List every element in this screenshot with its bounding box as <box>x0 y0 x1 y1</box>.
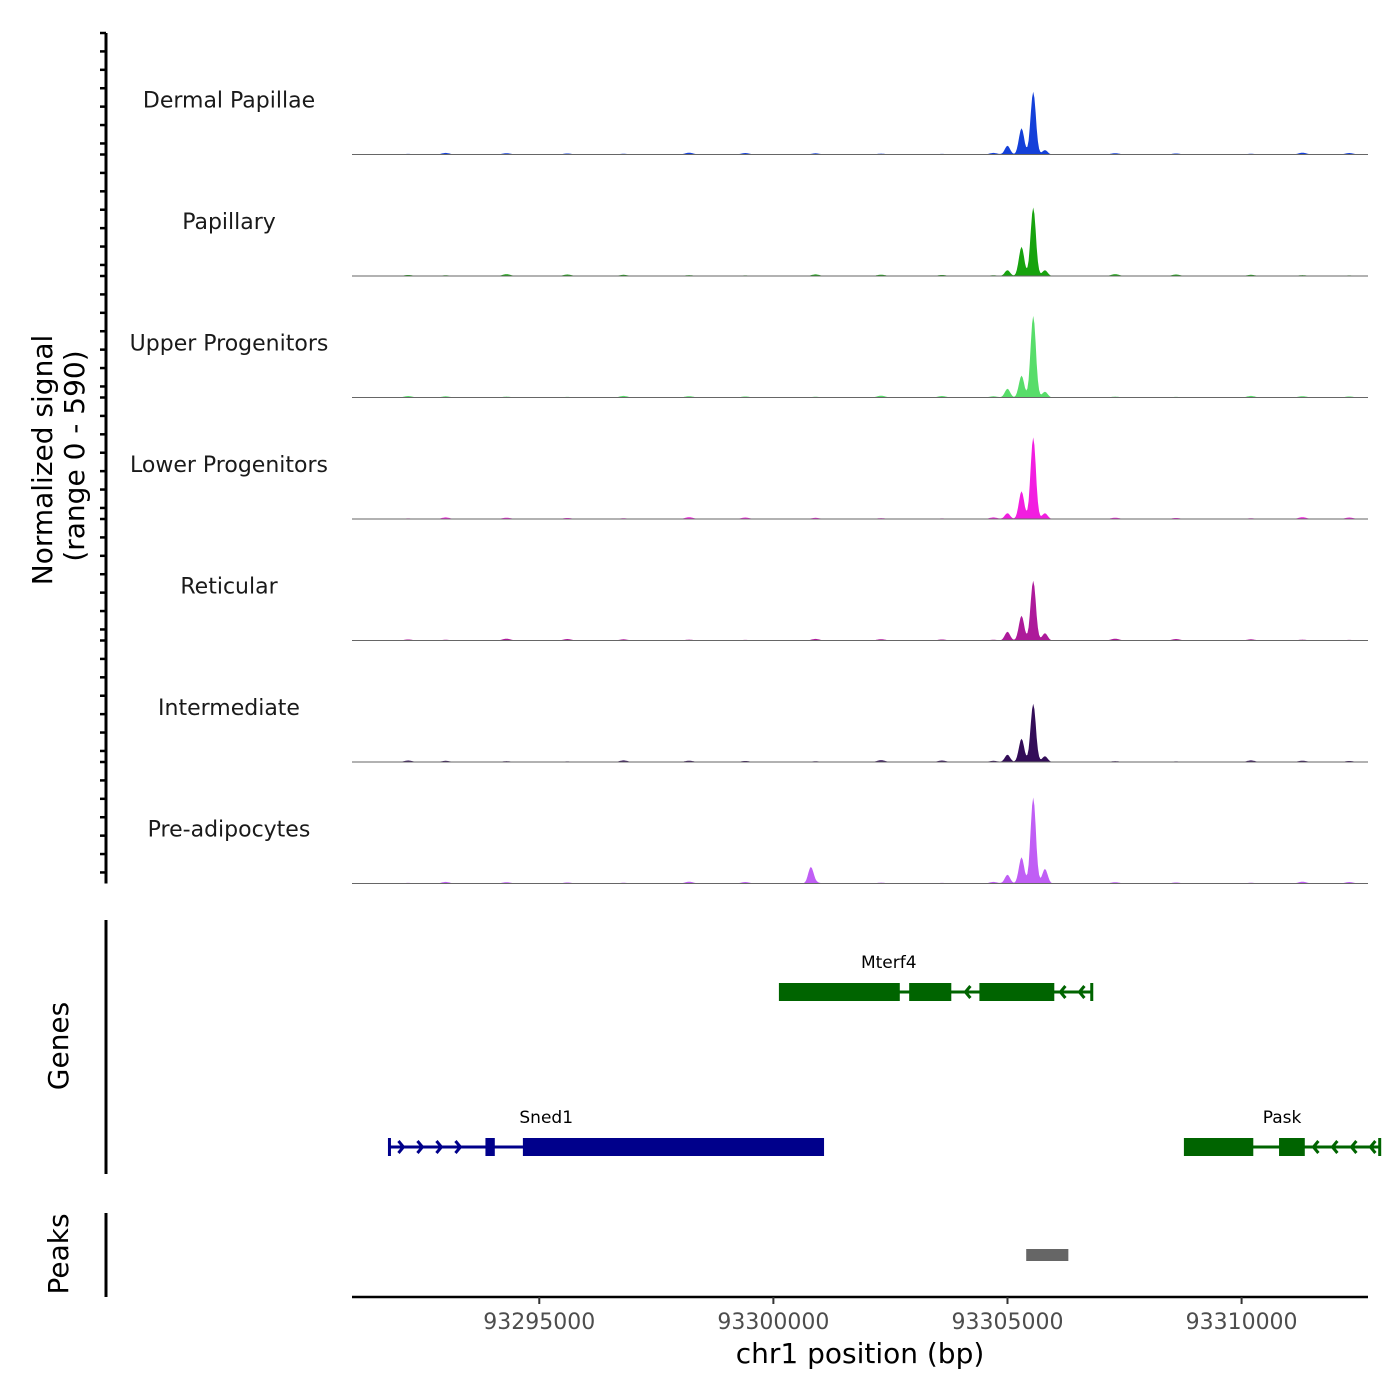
strand-arrow <box>416 1140 425 1154</box>
track-label: Pre-adipocytes <box>148 818 311 843</box>
coverage-area <box>352 797 1368 884</box>
coverage-area <box>352 437 1368 519</box>
strand-arrow <box>963 985 972 999</box>
x-tick-label: 93295000 <box>483 1310 595 1335</box>
coverage-track: Reticular <box>180 575 1368 641</box>
gene-label: Mterf4 <box>861 953 917 973</box>
gene-label: Pask <box>1263 1108 1302 1128</box>
gene-mterf4: Mterf4 <box>778 953 1094 1001</box>
coverage-area <box>352 703 1368 762</box>
y-axis <box>100 31 108 884</box>
track-label: Upper Progenitors <box>130 332 329 357</box>
peak-track <box>104 1213 1069 1297</box>
track-label: Dermal Papillae <box>143 89 315 114</box>
x-tick-label: 93305000 <box>951 1310 1063 1335</box>
coverage-track: Intermediate <box>158 696 1368 763</box>
peaks-track-label: Peaks <box>42 1213 75 1294</box>
strand-arrow <box>1368 1140 1377 1154</box>
gene-exon <box>485 1138 495 1156</box>
gene-pask: Pask <box>1183 1108 1382 1156</box>
genes-track-label: Genes <box>42 1002 75 1090</box>
coverage-area <box>352 91 1368 155</box>
x-tick-label: 93310000 <box>1186 1310 1298 1335</box>
coverage-tracks: Dermal Papillae Papillary Upper Progenitor… <box>130 89 1368 884</box>
gene-exon <box>780 983 900 1001</box>
track-label: Reticular <box>180 575 278 600</box>
track-label: Papillary <box>182 210 276 235</box>
x-tick-label: 93300000 <box>717 1310 829 1335</box>
coverage-track: Dermal Papillae <box>143 89 1368 155</box>
y-axis-title: Normalized signal <box>26 335 59 586</box>
coverage-track: Lower Progenitors <box>130 437 1368 520</box>
strand-arrow <box>435 1140 444 1154</box>
strand-arrow <box>1077 985 1086 999</box>
coverage-area <box>352 207 1368 276</box>
coverage-track: Pre-adipocytes <box>148 797 1368 884</box>
coverage-area <box>352 580 1368 641</box>
gene-sned1: Sned1 <box>387 1108 825 1156</box>
strand-arrow <box>454 1140 463 1154</box>
x-axis-title: chr1 position (bp) <box>736 1337 985 1370</box>
strand-arrow <box>1311 1140 1320 1154</box>
gene-exon <box>1279 1138 1305 1156</box>
peak-region <box>1026 1249 1069 1261</box>
y-axis-range-label: (range 0 - 590) <box>58 350 91 561</box>
strand-arrow <box>1058 985 1067 999</box>
strand-arrow <box>1349 1140 1358 1154</box>
strand-arrow <box>1330 1140 1339 1154</box>
gene-exon <box>979 983 1055 1001</box>
coverage-track: Upper Progenitors <box>130 315 1368 398</box>
gene-exon <box>909 983 952 1001</box>
track-label: Intermediate <box>158 696 300 721</box>
strand-arrow <box>397 1140 406 1154</box>
track-label: Lower Progenitors <box>130 453 328 478</box>
gene-exon <box>1185 1138 1254 1156</box>
gene-exon <box>522 1138 823 1156</box>
gene-track: Mterf4 Sned1 Pask <box>104 920 1382 1174</box>
x-axis: 93295000 93300000 93305000 93310000 <box>352 1295 1368 1335</box>
coverage-area <box>352 315 1368 398</box>
coverage-track: Papillary <box>182 207 1368 277</box>
gene-label: Sned1 <box>519 1108 573 1128</box>
